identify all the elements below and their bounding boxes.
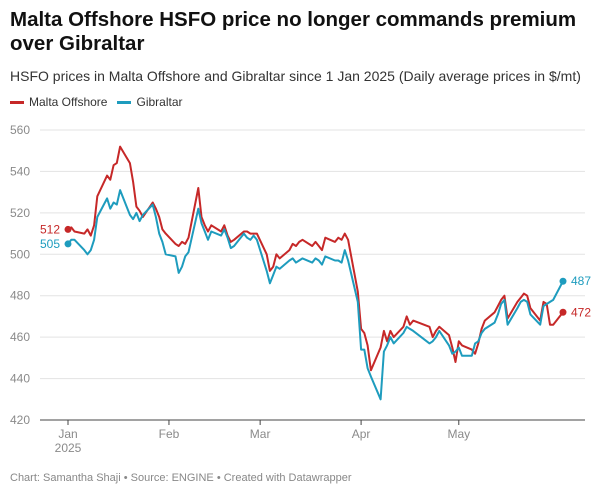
start-label-malta-offshore: 512 [40,222,60,236]
end-marker-gibraltar [559,277,567,285]
end-marker-malta-offshore [559,308,567,316]
x-tick-label-jan: Jan [58,427,77,441]
legend-label-gibraltar: Gibraltar [136,95,183,109]
y-tick-label-560: 560 [10,123,30,137]
footer-credit: Chart: Samantha Shaji • Source: ENGINE •… [10,472,352,484]
x-tick-label-mar: Mar [250,427,271,441]
series-line-gibraltar [67,189,564,401]
legend: Malta Offshore Gibraltar [10,95,193,109]
grid-layer: 420 440 460 480 500 520 540 560 [10,123,585,427]
x-tick-label-apr: Apr [352,427,371,441]
legend-swatch-gibraltar [117,100,132,104]
legend-swatch-malta [10,100,24,104]
end-label-gibraltar: 487 [571,274,591,288]
y-tick-label-500: 500 [10,247,30,261]
y-tick-label-480: 480 [10,289,30,303]
series-layer [64,145,567,401]
label-layer: 512 472 505 487 [40,222,591,319]
start-marker-gibraltar [64,240,72,248]
chart-title: Malta Offshore HSFO price no longer comm… [10,8,577,55]
end-label-malta-offshore: 472 [571,305,591,319]
start-marker-malta-offshore [64,225,72,233]
y-tick-label-420: 420 [10,413,30,427]
legend-item-malta: Malta Offshore [10,95,107,109]
legend-item-gibraltar: Gibraltar [117,95,183,109]
legend-label-malta: Malta Offshore [29,95,108,109]
x-tick-label-may: May [447,427,470,441]
y-tick-label-460: 460 [10,330,30,344]
start-label-gibraltar: 505 [40,237,60,251]
chart-subtitle: HSFO prices in Malta Offshore and Gibral… [10,68,581,84]
y-tick-label-540: 540 [10,164,30,178]
y-tick-label-520: 520 [10,206,30,220]
x-tick-sublabel-0: 2025 [55,441,82,455]
y-tick-label-440: 440 [10,372,30,386]
x-tick-label-feb: Feb [159,427,180,441]
